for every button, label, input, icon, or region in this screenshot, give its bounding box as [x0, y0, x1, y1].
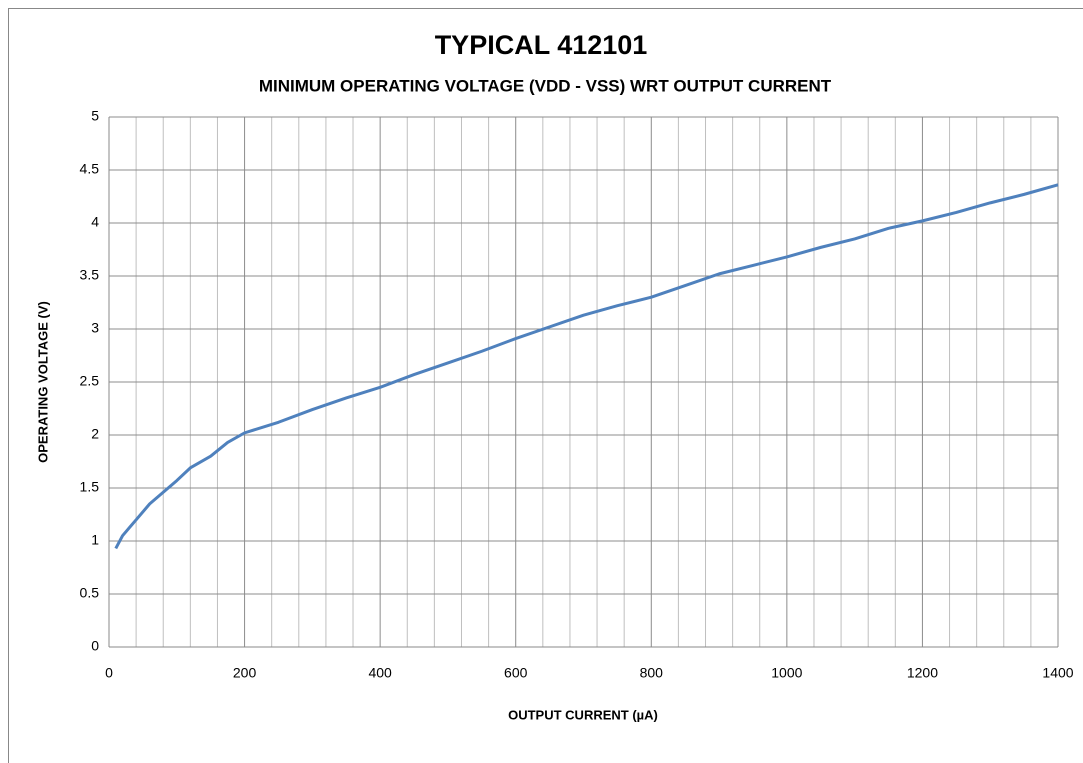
- x-tick-label: 1000: [771, 665, 802, 681]
- x-tick-label: 1200: [907, 665, 938, 681]
- x-tick-label: 200: [233, 665, 257, 681]
- y-tick-label: 5: [91, 108, 99, 124]
- y-tick-label: 0: [91, 638, 99, 654]
- y-tick-label: 2.5: [80, 373, 100, 389]
- y-tick-label: 4.5: [80, 161, 100, 177]
- x-axis-label: OUTPUT CURRENT (µA): [508, 707, 658, 722]
- x-tick-label: 800: [640, 665, 664, 681]
- y-tick-label: 4: [91, 214, 99, 230]
- y-tick-label: 3: [91, 320, 99, 336]
- y-axis-label: OPERATING VOLTAGE (V): [35, 301, 50, 463]
- x-tick-label: 0: [105, 665, 113, 681]
- chart-subtitle: MINIMUM OPERATING VOLTAGE (VDD - VSS) WR…: [259, 76, 832, 95]
- y-tick-label: 2: [91, 426, 99, 442]
- y-tick-label: 1: [91, 532, 99, 548]
- chart-border: [8, 8, 1083, 763]
- x-tick-label: 1400: [1042, 665, 1073, 681]
- chart-title: TYPICAL 412101: [435, 30, 648, 60]
- y-tick-label: 3.5: [80, 267, 100, 283]
- x-tick-label: 400: [368, 665, 392, 681]
- data-line: [114, 183, 1059, 550]
- y-tick-label: 0.5: [80, 585, 100, 601]
- y-tick-label: 1.5: [80, 479, 100, 495]
- x-tick-label: 600: [504, 665, 528, 681]
